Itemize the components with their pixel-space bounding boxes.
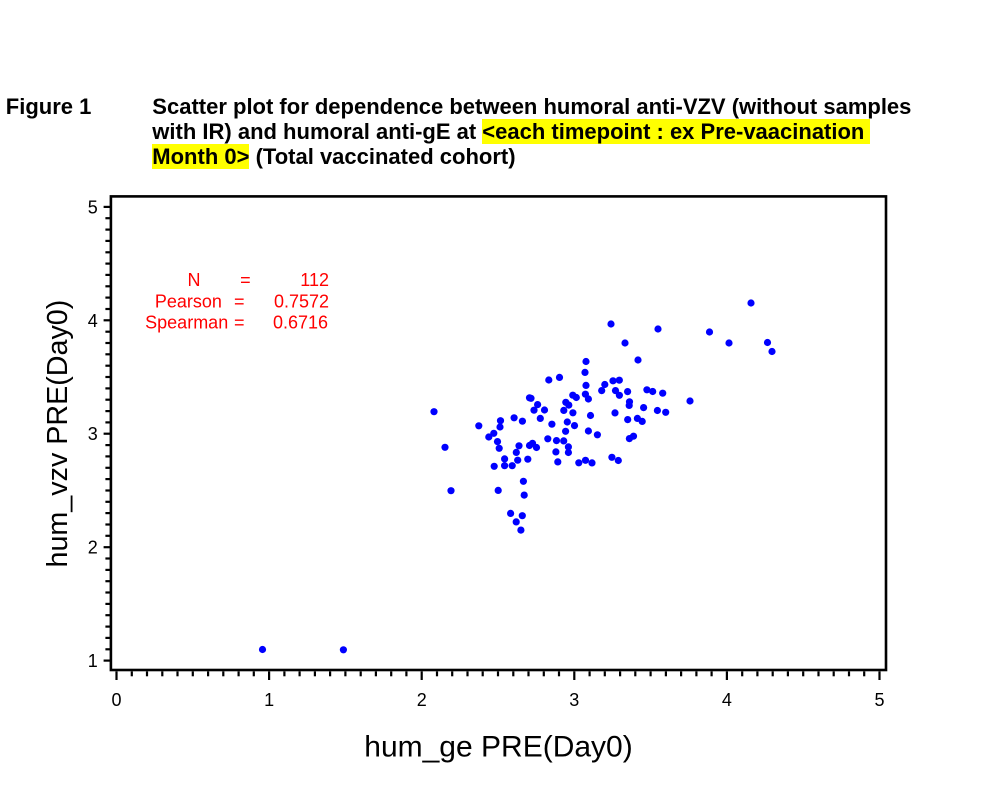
svg-text:5: 5 [874,690,884,710]
svg-text:=: = [234,313,245,333]
svg-text:Spearman: Spearman [145,313,228,333]
svg-text:4: 4 [722,690,732,710]
svg-text:2: 2 [88,538,98,558]
svg-text:0: 0 [111,690,121,710]
svg-text:3: 3 [569,690,579,710]
svg-text:=: = [234,291,245,311]
svg-text:1: 1 [88,651,98,671]
svg-text:=: = [240,270,251,290]
svg-text:112: 112 [300,270,329,290]
svg-text:0.6716: 0.6716 [273,313,328,333]
svg-text:hum_ge PRE(Day0): hum_ge PRE(Day0) [364,730,632,763]
svg-text:3: 3 [88,424,98,444]
svg-text:4: 4 [88,311,98,331]
svg-text:N: N [188,270,201,290]
svg-text:5: 5 [88,197,98,217]
svg-text:hum_vzv PRE(Day0): hum_vzv PRE(Day0) [42,300,74,568]
svg-text:1: 1 [264,690,274,710]
svg-text:0.7572: 0.7572 [274,291,329,311]
svg-text:2: 2 [417,690,427,710]
svg-text:Pearson: Pearson [155,291,222,311]
